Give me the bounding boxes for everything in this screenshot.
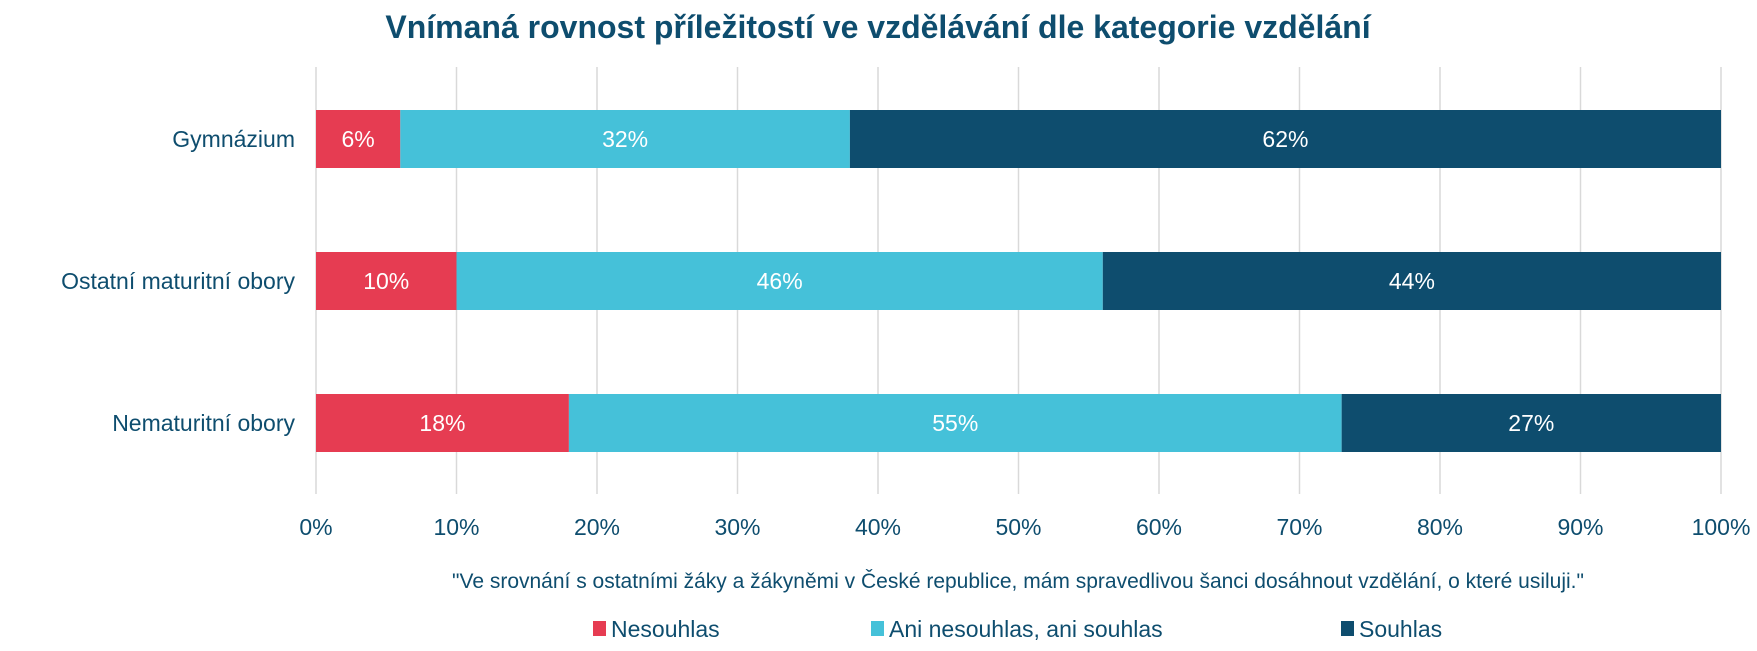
data-label: 46% [757, 268, 803, 294]
x-tick-label: 40% [855, 514, 901, 540]
bar-segment [456, 252, 1103, 310]
legend-label: Ani nesouhlas, ani souhlas [889, 616, 1163, 642]
x-tick-label: 10% [433, 514, 479, 540]
bar-segment [316, 110, 401, 168]
bar-segment [316, 252, 457, 310]
data-label: 62% [1262, 126, 1308, 152]
bar-segment [400, 110, 850, 168]
x-tick-label: 30% [714, 514, 760, 540]
chart-title: Vnímaná rovnost příležitostí ve vzdělává… [385, 9, 1371, 45]
legend-swatch [593, 621, 606, 636]
legend-label: Souhlas [1359, 616, 1442, 642]
data-label: 18% [419, 410, 465, 436]
data-label: 10% [363, 268, 409, 294]
x-tick-label: 60% [1136, 514, 1182, 540]
bar-segment [1102, 252, 1721, 310]
x-tick-label: 80% [1417, 514, 1463, 540]
data-label: 27% [1508, 410, 1554, 436]
bar-segment [849, 110, 1721, 168]
data-label: 55% [932, 410, 978, 436]
legend-label: Nesouhlas [611, 616, 720, 642]
x-axis-label: "Ve srovnání s ostatními žáky a žákyněmi… [452, 570, 1584, 593]
category-labels: Gymnázium Ostatní maturitní obory Nematuri… [61, 126, 295, 436]
legend-swatch [1341, 621, 1354, 636]
category-label: Ostatní maturitní obory [61, 268, 295, 294]
x-tick-label: 0% [299, 514, 332, 540]
legend: Nesouhlas Ani nesouhlas, ani souhlas Souhl… [593, 616, 1442, 642]
x-tick-label: 20% [574, 514, 620, 540]
data-label: 44% [1389, 268, 1435, 294]
data-label: 6% [342, 126, 375, 152]
data-label: 32% [602, 126, 648, 152]
category-label: Gymnázium [172, 126, 295, 152]
legend-swatch [871, 621, 884, 636]
x-tick-label: 100% [1692, 514, 1751, 540]
bar-segment [568, 394, 1342, 452]
bar-segment [1341, 394, 1721, 452]
x-tick-labels: 0% 10% 20% 30% 40% 50% 60% 70% 80% 90% 100% [299, 514, 1750, 540]
x-tick-label: 50% [995, 514, 1041, 540]
x-tick-label: 70% [1276, 514, 1322, 540]
bar-segment [316, 394, 569, 452]
x-tick-label: 90% [1557, 514, 1603, 540]
bars: 6% 32% 62% 10% 46% 44% 18% 55% 27% [316, 110, 1721, 452]
category-label: Nematuritní obory [112, 410, 295, 436]
